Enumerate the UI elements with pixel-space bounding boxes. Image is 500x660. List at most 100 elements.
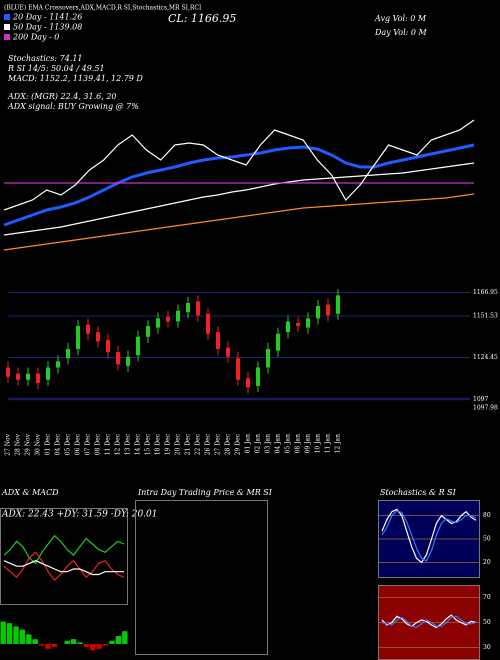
y-tick-label: 1097 [473, 396, 488, 403]
panel-title: Intra Day Trading Price & MR SI [137, 488, 273, 497]
candle-body [46, 367, 50, 380]
bar [96, 644, 102, 649]
y-tick-label: 50 [483, 536, 491, 543]
candle-body [176, 310, 180, 322]
legend-swatch [4, 24, 10, 30]
close-label: CL: 1166.95 [168, 12, 236, 25]
candle-body [146, 326, 150, 337]
legend-swatch [4, 34, 10, 40]
candle-body [226, 347, 230, 357]
x-tick-label: 18 Dec [155, 433, 162, 455]
bar [13, 626, 19, 644]
annotation: MACD: 1152.2, 1139.41, 12.79 D [7, 74, 143, 83]
candle-body [276, 333, 280, 351]
x-tick-label: 01 Dec [45, 433, 52, 455]
candle-body [316, 306, 320, 319]
candle-body [246, 378, 250, 388]
x-tick-label: 26 Dec [205, 433, 212, 455]
y-tick-label: 50 [483, 619, 491, 626]
bar [70, 639, 77, 644]
bar [64, 640, 70, 644]
x-tick-label: 27 Dec [215, 433, 222, 455]
candle-body [76, 326, 80, 350]
line [3, 551, 125, 581]
annotation: ADX signal: BUY Growing @ 7% [7, 102, 139, 111]
x-tick-label: 28 Dec [225, 433, 232, 455]
candle-body [6, 367, 10, 377]
bar [19, 629, 26, 644]
x-tick-label: 21 Dec [185, 433, 192, 455]
candle-body [206, 313, 210, 334]
line [381, 615, 477, 629]
legend-label: 20 Day - 1141.26 [12, 13, 82, 22]
legend-swatch [4, 14, 10, 20]
volume-label: Day Vol: 0 M [374, 28, 428, 37]
x-tick-label: 30 Nov [35, 433, 42, 455]
candle-body [326, 304, 330, 316]
candle-body [306, 318, 310, 328]
x-tick-label: 12 Jan [335, 434, 342, 454]
x-tick-label: 20 Dec [175, 433, 182, 455]
x-tick-label: 19 Dec [165, 433, 172, 455]
bar [6, 623, 13, 644]
y-tick-label: 1166.95 [473, 289, 498, 296]
annotation: ADX: (MGR) 22.4, 31.6, 20 [7, 92, 117, 101]
x-tick-label: 04 Jan [275, 434, 282, 454]
line [3, 193, 475, 251]
x-tick-label: 09 Jan [305, 434, 312, 454]
candle-body [156, 318, 160, 328]
candle-body [66, 349, 70, 359]
bar [122, 631, 128, 644]
panel-frame [0, 508, 128, 605]
panel-title: ADX & MACD [1, 488, 59, 497]
x-tick-label: 11 Dec [105, 433, 112, 455]
x-tick-label: 14 Dec [135, 433, 142, 455]
x-tick-label: 10 Jan [315, 434, 322, 454]
candle-body [286, 321, 290, 333]
x-tick-label: 08 Dec [95, 433, 102, 455]
x-tick-label: 13 Dec [125, 433, 132, 455]
bar [109, 640, 115, 644]
x-tick-label: 05 Dec [65, 433, 72, 455]
y-tick-label: 20 [483, 559, 491, 566]
line [381, 614, 477, 629]
bar [45, 644, 51, 649]
bar [77, 642, 83, 644]
bar [102, 644, 109, 646]
candle-body [136, 336, 140, 356]
candle-body [186, 303, 190, 313]
x-tick-label: 11 Jan [325, 434, 332, 454]
candle-body [296, 322, 300, 327]
y-tick-label: 30 [483, 644, 491, 651]
candle-body [16, 373, 20, 380]
annotation: ADX: 22.43 +DY: 31.59 -DY: 20.01 [1, 510, 158, 520]
bar [115, 636, 122, 644]
y-tick-label: 70 [483, 594, 491, 601]
annotation: Stochastics: 74.11 [8, 54, 83, 63]
candle-body [106, 339, 110, 353]
candle-body [216, 332, 220, 350]
x-tick-label: 01 Jan [245, 434, 252, 454]
candle-body [196, 301, 200, 316]
candle-body [236, 358, 240, 380]
x-tick-label: 07 Dec [85, 433, 92, 455]
candle-body [256, 367, 260, 386]
y-tick-label: 1124.45 [473, 354, 498, 361]
bar [32, 639, 38, 644]
line [3, 560, 124, 576]
candle-body [96, 332, 100, 342]
bar [90, 644, 96, 651]
candle-body [126, 356, 130, 366]
x-tick-label: 29 Nov [25, 433, 32, 455]
chart-title: (BLUE) EMA Crossovers,ADX,MACD,R SI,Stoc… [4, 5, 202, 12]
panel-frame [135, 500, 268, 655]
panel-title: Stochastics & R SI [380, 488, 457, 497]
line [3, 534, 125, 565]
y-tick-label: 1097.98 [473, 405, 498, 412]
candle-body [36, 373, 40, 383]
volume-label: Avg Vol: 0 M [374, 14, 427, 23]
x-tick-label: 15 Dec [145, 433, 152, 455]
candle-body [116, 352, 120, 365]
